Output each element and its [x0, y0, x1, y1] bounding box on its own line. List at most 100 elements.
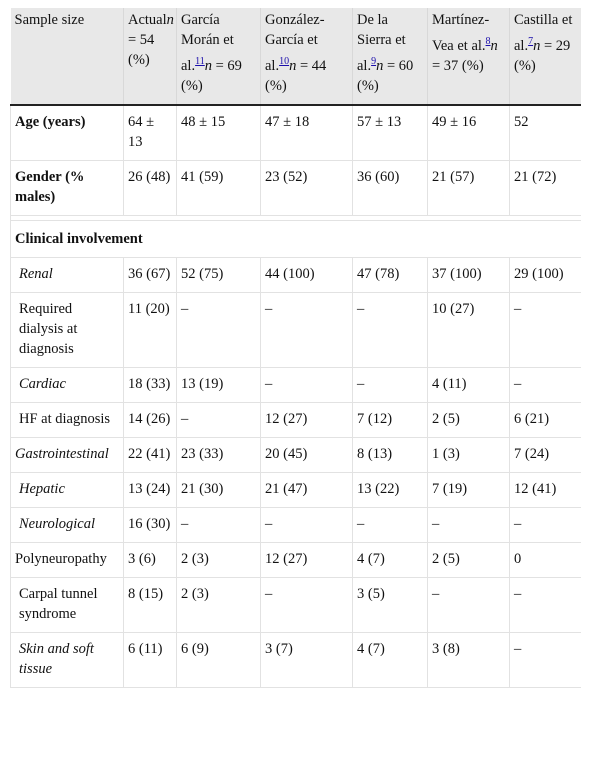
- table-cell: 8 (15): [123, 577, 177, 633]
- table-cell: –: [509, 507, 581, 543]
- table-cell: 21 (72): [509, 160, 581, 216]
- table-cell: 4 (11): [427, 367, 510, 403]
- section-title-clinical: Clinical involvement: [10, 220, 581, 258]
- header-sample-size: Sample size: [10, 8, 124, 105]
- table-row-hepatic: Hepatic 13 (24) 21 (30) 21 (47) 13 (22) …: [10, 472, 581, 508]
- table-cell: 21 (47): [260, 472, 353, 508]
- table-cell: 26 (48): [123, 160, 177, 216]
- table-cell: 23 (33): [176, 437, 261, 473]
- header-martinez-vea: Martínez-Vea et al.8n = 37 (%): [427, 8, 510, 105]
- table-row-neurological: Neurological 16 (30) – – – – –: [10, 507, 581, 543]
- table-cell: 37 (100): [427, 257, 510, 293]
- table-cell: –: [352, 292, 428, 368]
- table-cell: 13 (24): [123, 472, 177, 508]
- table-cell: 3 (5): [352, 577, 428, 633]
- row-label-carpal-tunnel: Carpal tunnel syndrome: [10, 577, 124, 633]
- table-cell: 52: [509, 104, 581, 161]
- table-row-hf: HF at diagnosis 14 (26) – 12 (27) 7 (12)…: [10, 402, 581, 438]
- row-label-polyneuropathy: Polyneuropathy: [10, 542, 124, 578]
- table-cell: 47 (78): [352, 257, 428, 293]
- table-cell: 4 (7): [352, 632, 428, 688]
- row-label-cardiac: Cardiac: [10, 367, 124, 403]
- row-label-gastrointestinal: Gastrointestinal: [10, 437, 124, 473]
- table-cell: 11 (20): [123, 292, 177, 368]
- table-cell: 2 (5): [427, 542, 510, 578]
- reference-link-8[interactable]: 8: [485, 36, 491, 47]
- header-castilla: Castilla et al.7n = 29 (%): [509, 8, 581, 105]
- row-label-gender: Gender (% males): [10, 160, 124, 216]
- reference-link-10[interactable]: 10: [279, 56, 290, 67]
- table-cell: –: [352, 507, 428, 543]
- table-cell: 21 (57): [427, 160, 510, 216]
- table-cell: –: [509, 632, 581, 688]
- reference-link-9[interactable]: 9: [371, 56, 377, 67]
- table-cell: –: [176, 292, 261, 368]
- reference-link-11[interactable]: 11: [195, 56, 205, 67]
- table-cell: 29 (100): [509, 257, 581, 293]
- table-row-renal: Renal 36 (67) 52 (75) 44 (100) 47 (78) 3…: [10, 257, 581, 293]
- row-label-hf: HF at diagnosis: [10, 402, 124, 438]
- section-row-clinical: Clinical involvement: [10, 220, 581, 258]
- spacer-row: [10, 215, 581, 221]
- table-cell: –: [427, 577, 510, 633]
- table-cell: 2 (3): [176, 542, 261, 578]
- header-garcia-moran: García Morán et al.11n = 69 (%): [176, 8, 261, 105]
- table-row-gender: Gender (% males) 26 (48) 41 (59) 23 (52)…: [10, 160, 581, 216]
- table-cell: 41 (59): [176, 160, 261, 216]
- row-label-skin: Skin and soft tissue: [10, 632, 124, 688]
- table-cell: 36 (67): [123, 257, 177, 293]
- table-cell: 52 (75): [176, 257, 261, 293]
- table-cell: 16 (30): [123, 507, 177, 543]
- table-cell: 1 (3): [427, 437, 510, 473]
- header-de-la-sierra: De la Sierra et al.9n = 60 (%): [352, 8, 428, 105]
- row-label-dialysis: Required dialysis at diagnosis: [10, 292, 124, 368]
- reference-link-7[interactable]: 7: [528, 36, 534, 47]
- row-label-neurological: Neurological: [10, 507, 124, 543]
- table-cell: 10 (27): [427, 292, 510, 368]
- table-cell: 3 (7): [260, 632, 353, 688]
- table-cell: –: [427, 507, 510, 543]
- table-cell: 7 (12): [352, 402, 428, 438]
- table-cell: 23 (52): [260, 160, 353, 216]
- table-cell: 48 ± 15: [176, 104, 261, 161]
- table-cell: 3 (6): [123, 542, 177, 578]
- table-cell: –: [509, 577, 581, 633]
- table-cell: 20 (45): [260, 437, 353, 473]
- table-cell: 2 (3): [176, 577, 261, 633]
- comparison-table: Sample size Actualn = 54 (%) García Morá…: [10, 8, 581, 688]
- header-gonzalez-garcia: González-García et al.10n = 44 (%): [260, 8, 353, 105]
- table-cell: –: [260, 577, 353, 633]
- table-cell: 12 (27): [260, 542, 353, 578]
- table-cell: 6 (11): [123, 632, 177, 688]
- table-cell: 18 (33): [123, 367, 177, 403]
- table-cell: 22 (41): [123, 437, 177, 473]
- row-label-renal: Renal: [10, 257, 124, 293]
- table-cell: 12 (41): [509, 472, 581, 508]
- table-cell: 44 (100): [260, 257, 353, 293]
- table-row-gastrointestinal: Gastrointestinal 22 (41) 23 (33) 20 (45)…: [10, 437, 581, 473]
- table-cell: 49 ± 16: [427, 104, 510, 161]
- table-row-polyneuropathy: Polyneuropathy 3 (6) 2 (3) 12 (27) 4 (7)…: [10, 542, 581, 578]
- table-row-age: Age (years) 64 ± 13 48 ± 15 47 ± 18 57 ±…: [10, 104, 581, 161]
- table-cell: 64 ± 13: [123, 104, 177, 161]
- table-cell: 13 (19): [176, 367, 261, 403]
- header-actual: Actualn = 54 (%): [123, 8, 177, 105]
- table-row-cardiac: Cardiac 18 (33) 13 (19) – – 4 (11) –: [10, 367, 581, 403]
- table-cell: 6 (9): [176, 632, 261, 688]
- table-cell: –: [260, 507, 353, 543]
- header-row: Sample size Actualn = 54 (%) García Morá…: [10, 8, 581, 105]
- table-cell: 0: [509, 542, 581, 578]
- table-row-carpal-tunnel: Carpal tunnel syndrome 8 (15) 2 (3) – 3 …: [10, 577, 581, 633]
- table-cell: –: [509, 292, 581, 368]
- table-cell: –: [176, 402, 261, 438]
- table-cell: 12 (27): [260, 402, 353, 438]
- table-cell: 3 (8): [427, 632, 510, 688]
- table-cell: –: [352, 367, 428, 403]
- table-cell: 7 (19): [427, 472, 510, 508]
- table-cell: 14 (26): [123, 402, 177, 438]
- table-cell: –: [260, 367, 353, 403]
- table-cell: 8 (13): [352, 437, 428, 473]
- table-cell: 21 (30): [176, 472, 261, 508]
- table-cell: 6 (21): [509, 402, 581, 438]
- table-cell: –: [176, 507, 261, 543]
